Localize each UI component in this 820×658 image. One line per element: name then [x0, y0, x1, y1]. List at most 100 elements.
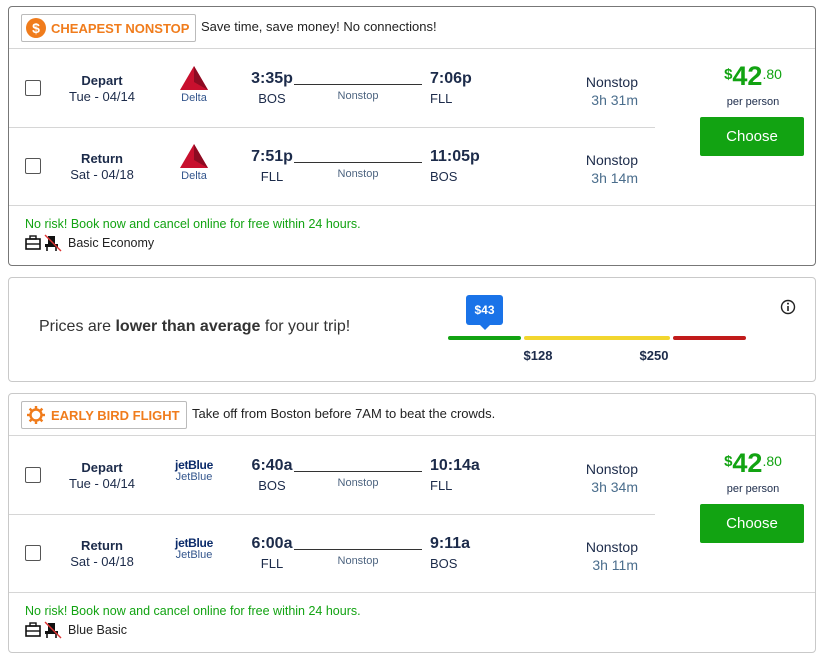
stops: Nonstop	[337, 168, 379, 180]
choose-button[interactable]: Choose	[700, 504, 804, 543]
tagline: Take off from Boston before 7AM to beat …	[192, 406, 496, 421]
tagline: Save time, save money! No connections!	[201, 19, 437, 34]
duration: 3h 11m	[592, 557, 638, 573]
delta-logo-svg	[180, 144, 208, 168]
seat-icon-svg	[44, 234, 62, 252]
stop-summary: Nonstop	[585, 152, 638, 168]
range-low	[448, 336, 521, 340]
high-threshold: $250	[639, 348, 669, 363]
dep-airport: FLL	[260, 556, 284, 571]
arr-time: 7:06p	[430, 70, 472, 87]
seat-icon	[44, 621, 62, 644]
range-mid	[524, 336, 670, 340]
dep-airport: BOS	[258, 478, 286, 493]
seat-icon	[44, 234, 62, 257]
stops: Nonstop	[337, 477, 379, 489]
duration: 3h 34m	[591, 479, 638, 495]
airline-logo: jetBlue	[175, 458, 213, 472]
price-cents: .80	[762, 66, 782, 82]
sun-icon	[27, 406, 45, 424]
arr-airport: FLL	[430, 478, 453, 493]
badge-text: CHEAPEST NONSTOP	[51, 20, 190, 36]
checkbox[interactable]	[25, 467, 41, 483]
stop-summary: Nonstop	[585, 539, 638, 555]
price-meter: Prices are lower than average for your t…	[8, 277, 816, 382]
checkbox[interactable]	[25, 80, 41, 96]
route-line	[294, 162, 422, 163]
fare-class: Basic Economy	[68, 236, 155, 250]
dep-time: 3:35p	[251, 70, 293, 87]
flight-card: $ CHEAPEST NONSTOP Save time, save money! …	[8, 6, 816, 266]
dep-airport: BOS	[258, 91, 286, 106]
stops: Nonstop	[337, 90, 379, 102]
choose-button[interactable]: Choose	[700, 117, 804, 156]
route-line	[294, 471, 422, 472]
price-message: Prices are lower than average for your t…	[39, 318, 350, 336]
direction: Depart	[81, 460, 123, 475]
leg-row: Return Sat - 04/18 jetBlue JetBlue 6:00a FLL N…	[9, 514, 815, 592]
refund-notice: No risk! Book now and cancel online for …	[25, 604, 361, 618]
dep-time: 7:51p	[251, 148, 293, 165]
stops: Nonstop	[337, 555, 379, 567]
fare-class: Blue Basic	[68, 623, 128, 637]
price-cents: .80	[762, 453, 782, 469]
stop-summary: Nonstop	[585, 74, 638, 90]
price-currency: $	[724, 453, 733, 470]
arr-time: 9:11a	[430, 535, 471, 552]
message-emphasis: lower than average	[115, 318, 261, 335]
route-line	[294, 84, 422, 85]
direction: Return	[81, 151, 123, 166]
info-icon-svg	[780, 299, 796, 315]
info-icon[interactable]	[780, 299, 796, 320]
divider	[9, 48, 815, 49]
checkbox[interactable]	[25, 545, 41, 561]
divider	[9, 592, 815, 593]
bag-icon	[25, 235, 41, 256]
duration: 3h 31m	[591, 92, 638, 108]
leg-separator	[9, 127, 655, 128]
badge-icon: $	[26, 18, 46, 38]
route-line	[294, 549, 422, 550]
price-currency: $	[724, 66, 733, 83]
badge: $ CHEAPEST NONSTOP	[21, 14, 197, 42]
message-start: Prices are	[39, 318, 116, 335]
range-high	[673, 336, 746, 340]
price: $42.80	[724, 448, 782, 479]
refund-notice: No risk! Book now and cancel online for …	[25, 217, 361, 231]
price-unit: per person	[726, 483, 780, 495]
date: Sat - 04/18	[70, 554, 134, 569]
duration: 3h 14m	[591, 170, 638, 186]
flight-card: EARLY BIRD FLIGHT Take off from Boston be…	[8, 393, 816, 653]
bubble-pointer	[479, 324, 491, 330]
direction: Return	[81, 538, 123, 553]
leg-row: Depart Tue - 04/14 jetBlue JetBlue 6:40a BOS N…	[9, 436, 815, 514]
bag-icon-svg	[25, 622, 41, 637]
airline-logo: jetBlue	[175, 536, 213, 550]
badge-text: EARLY BIRD FLIGHT	[51, 407, 180, 423]
badge-icon-text: $	[32, 20, 40, 36]
divider	[9, 205, 815, 206]
airline-name: Delta	[181, 170, 207, 182]
arr-airport: FLL	[430, 91, 453, 106]
price-whole: 42	[732, 448, 763, 478]
low-threshold: $128	[523, 348, 553, 363]
leg-row: Return Sat - 04/18 Delta 7:51p FLL Nonstop 11:…	[9, 127, 815, 205]
dep-airport: FLL	[260, 169, 284, 184]
arr-airport: BOS	[430, 169, 458, 184]
date: Tue - 04/14	[68, 89, 136, 104]
dep-time: 6:40a	[251, 457, 293, 474]
price-whole: 42	[732, 61, 763, 91]
price-unit: per person	[726, 96, 780, 108]
bag-icon	[25, 622, 41, 643]
date: Tue - 04/14	[68, 476, 136, 491]
checkbox[interactable]	[25, 158, 41, 174]
divider	[9, 435, 815, 436]
badge: EARLY BIRD FLIGHT	[21, 401, 187, 429]
delta-logo-svg	[180, 66, 208, 90]
badge-icon	[26, 405, 46, 425]
delta-logo	[180, 144, 208, 173]
direction: Depart	[81, 73, 123, 88]
dep-time: 6:00a	[251, 535, 293, 552]
price: $42.80	[724, 61, 782, 92]
